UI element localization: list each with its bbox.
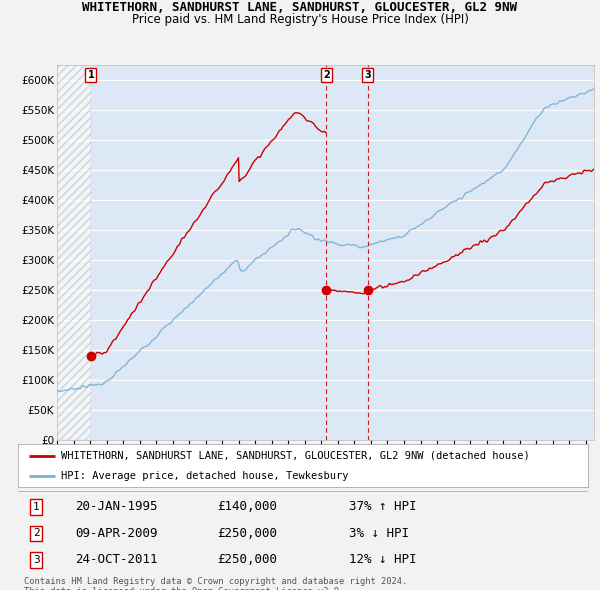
Text: 12% ↓ HPI: 12% ↓ HPI <box>349 553 416 566</box>
Text: 3: 3 <box>364 70 371 80</box>
Text: 20-JAN-1995: 20-JAN-1995 <box>75 500 157 513</box>
Text: 37% ↑ HPI: 37% ↑ HPI <box>349 500 416 513</box>
Text: Contains HM Land Registry data © Crown copyright and database right 2024.
This d: Contains HM Land Registry data © Crown c… <box>24 577 407 590</box>
Text: 09-APR-2009: 09-APR-2009 <box>75 527 157 540</box>
Text: £140,000: £140,000 <box>218 500 277 513</box>
Text: 3% ↓ HPI: 3% ↓ HPI <box>349 527 409 540</box>
Text: 1: 1 <box>88 70 94 80</box>
Text: Price paid vs. HM Land Registry's House Price Index (HPI): Price paid vs. HM Land Registry's House … <box>131 13 469 26</box>
Text: HPI: Average price, detached house, Tewkesbury: HPI: Average price, detached house, Tewk… <box>61 471 348 481</box>
Text: 1: 1 <box>33 502 40 512</box>
Text: 2: 2 <box>323 70 330 80</box>
Bar <box>57 65 91 440</box>
Text: £250,000: £250,000 <box>218 527 277 540</box>
Text: WHITETHORN, SANDHURST LANE, SANDHURST, GLOUCESTER, GL2 9NW: WHITETHORN, SANDHURST LANE, SANDHURST, G… <box>83 1 517 14</box>
Text: 24-OCT-2011: 24-OCT-2011 <box>75 553 157 566</box>
Text: 3: 3 <box>33 555 40 565</box>
Text: WHITETHORN, SANDHURST LANE, SANDHURST, GLOUCESTER, GL2 9NW (detached house): WHITETHORN, SANDHURST LANE, SANDHURST, G… <box>61 451 530 461</box>
Text: £250,000: £250,000 <box>218 553 277 566</box>
Text: 2: 2 <box>33 528 40 538</box>
